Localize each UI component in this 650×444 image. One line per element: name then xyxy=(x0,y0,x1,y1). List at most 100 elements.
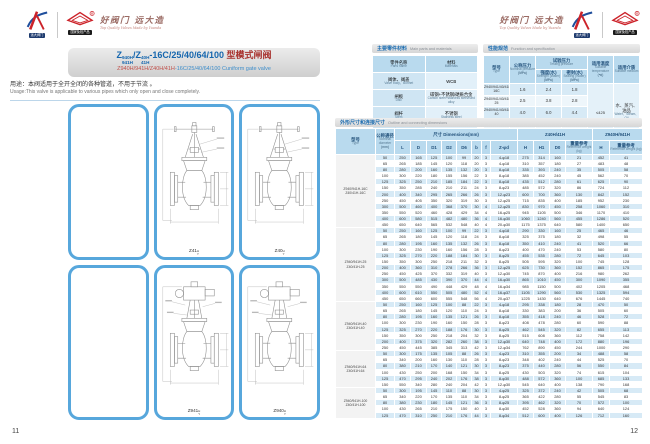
gate-valve-drawing xyxy=(157,107,232,248)
title-part: / xyxy=(132,50,136,60)
caption-sub: Y xyxy=(198,412,201,416)
valve-photo-manual xyxy=(68,104,149,260)
column-header: 密封(水) Sealing (Water) (MPa) xyxy=(561,69,588,84)
yuanda-figure-icon xyxy=(24,10,50,32)
column-header: Z-φd xyxy=(490,140,518,155)
cell: 44 xyxy=(471,411,482,419)
section-title-cn: 外形尺寸和连接尺寸 xyxy=(340,120,386,126)
table-header-row: 强度(水) Strength (Water) (MPa) 密封(水) Sealing (… xyxy=(484,69,640,84)
title-code: -16C/25/40/64/100 xyxy=(149,50,224,60)
diamond-mark-icon xyxy=(610,10,640,29)
label-line: Z40/41H-40 xyxy=(346,326,365,331)
cell: 2.5 xyxy=(509,94,536,107)
table-row: 65 265 180 145 120 118 24 3 8-φ18 325 375 180 32 498 5… xyxy=(336,233,644,241)
table-header-row: 型号 Type 公称通径 Nominal diameter (mm) 尺寸 Dimensi… xyxy=(335,128,644,155)
label-line: H xyxy=(599,144,603,150)
label-line: Z-φd xyxy=(499,144,509,150)
title-stack: 940H 941H xyxy=(122,55,133,65)
figure-caption: Z40 H Y xyxy=(242,248,317,256)
column-header: H1 xyxy=(533,140,550,155)
column-header: 重量参考 Reference weight (kg) xyxy=(609,140,644,155)
column-header: D2 xyxy=(441,140,457,155)
cell: 125 xyxy=(375,411,395,419)
table-row: 80 280 200 160 135 132 20 3 8-φ18 335 393 240 35 505 5… xyxy=(336,165,644,174)
title-stack: 40H 41H xyxy=(141,55,149,65)
column-header: 适用温度 Suitable temperature (℃) xyxy=(587,55,614,84)
valve-photo-electric xyxy=(68,264,149,420)
part-name-cell: 闸板 Disc xyxy=(372,89,426,107)
label-line: Sealing (Water) xyxy=(563,74,586,79)
table-row: 150 350 300 250 218 204 32 3 8-φ25 515 608 360 112 75… xyxy=(336,331,644,339)
subtitle-text: -16C/25/40/64/100 Cuniform gate valve xyxy=(174,66,271,72)
label-line: D0 xyxy=(554,144,561,150)
cell: 160 xyxy=(609,411,644,419)
subtitle-code: Z940H/941H/Z40H/41H xyxy=(117,66,175,72)
table-row: 250 450 405 350 320 319 30 3 12-φ25 715 835 400 185 9… xyxy=(336,196,644,204)
figure-caption: Z41 H Y xyxy=(157,248,232,256)
type-cell: Z940/941H-25 Z40/41H-25 xyxy=(335,227,376,302)
brand-slogan: 好阀门 远大造 Top Quality Valves Made by Yuand… xyxy=(500,14,564,30)
table-row: 350 550 550 490 448 429 48 4 16-φ34 985 1150 500 402… xyxy=(336,282,644,290)
label-line: Parts name xyxy=(390,63,407,68)
label-line: D6 xyxy=(461,144,467,150)
yuanda-logo: 远大阀门 xyxy=(24,10,50,38)
caption-base: Z941 xyxy=(187,408,199,413)
label-line: H xyxy=(523,144,528,150)
electric-gate-valve-drawing xyxy=(157,268,232,409)
logo-label: 国家免检产品 xyxy=(613,30,637,35)
table-row: Z940/941H-25 Z40/41H-25 50 250 160 125 100 99 22… xyxy=(335,227,644,302)
table-row: 闸板 Disc 碳钢+不锈钢/硬质合金 Carbon steel+stainless … xyxy=(372,89,478,107)
part-name-cell: 阀体、阀盖 Valve body、Bonnet xyxy=(372,72,426,90)
column-header: 公称压力 Nominal pressure (MPa) xyxy=(509,55,536,84)
caption-sub: Y xyxy=(282,251,285,256)
label-line: Stem xyxy=(395,114,403,119)
table-row: 100 300 230 190 160 150 28 3 8-φ23 408 478 280 60 590… xyxy=(336,319,644,327)
label-line: Suitable temperature xyxy=(591,65,610,74)
column-header: 型号 Type xyxy=(483,55,510,84)
column-header: D0 xyxy=(549,140,566,155)
slogan-en: Top Quality Valves Made by Yuanda xyxy=(499,26,561,30)
label-line: Z40/41H-64 xyxy=(346,369,365,374)
stack-top: 940H xyxy=(121,55,133,60)
table-header-row: 零件名称 Parts name 材料 Materials xyxy=(372,55,478,73)
divider-rule xyxy=(10,100,320,101)
label-line: Type xyxy=(352,140,359,145)
caption-sup: H xyxy=(198,409,201,413)
slogan-cn: 好阀门 远大造 xyxy=(100,16,165,26)
cell: 4.0 xyxy=(509,106,536,119)
table-row: Z940/941/40/41H-16C 1.6 2.4 1.8 ≤425 水、蒸汽、油品 W… xyxy=(483,83,640,142)
section-title-en: Outline and connecting dimensions xyxy=(388,120,448,125)
label-line: Nominal pressure xyxy=(510,67,535,72)
caption-sub: Y xyxy=(197,251,199,256)
label-line: D1 xyxy=(431,144,437,150)
column-header: 公称通径 Nominal diameter (mm) xyxy=(375,128,395,155)
table-row: 150 350 285 240 210 211 24 3 8-φ23 485 572 320 86 724… xyxy=(336,184,644,192)
label-line: 尺寸 Dimensions(mm) xyxy=(433,132,479,137)
logo-label: 远大阀门 xyxy=(28,33,46,38)
divider xyxy=(602,12,603,38)
cell: 8-φ34 xyxy=(490,411,518,419)
table-row: 阀体、阀盖 Valve body、Bonnet WCB xyxy=(372,72,478,90)
cell: 126 xyxy=(564,411,594,419)
label-line: 闸板 xyxy=(394,93,404,99)
label-line: 重量参考 xyxy=(617,142,635,148)
table-header-row: L D D1 D2 D6 b f Z-φd H H1 D0 重量参考 Reference weight … xyxy=(336,140,644,155)
label-line: Materials xyxy=(444,63,458,68)
label-line: (MPa) xyxy=(570,78,579,83)
slogan-en: Top Quality Valves Made by Yuanda xyxy=(100,26,162,30)
title-cn: 型模式闸阀 xyxy=(223,50,272,60)
materials-section-title: 主要零件材料 Main parts and materials xyxy=(372,44,478,53)
table-row: Z940/941/40/41H-25 2.5 3.8 2.8 xyxy=(483,94,640,107)
column-header: 型号 Type xyxy=(335,128,376,155)
label-line: 试验压力 xyxy=(552,58,571,64)
type-cell: Z940/941H-64 Z40/41H-64 xyxy=(335,350,376,388)
usage-en: Usage:This valve is applicable to variou… xyxy=(10,89,201,95)
caption-base: Z940 xyxy=(273,408,284,413)
title-part: Z xyxy=(135,50,141,60)
column-header: H xyxy=(592,140,611,155)
label-line: Z940/941H-25 xyxy=(344,260,367,265)
label-line: Z40H/41H xyxy=(545,132,566,137)
